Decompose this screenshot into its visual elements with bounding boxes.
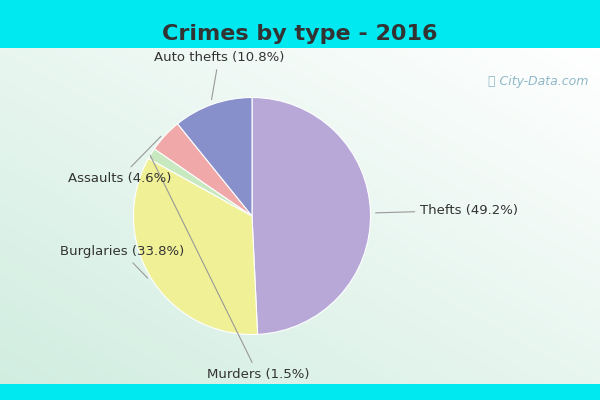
Text: Crimes by type - 2016: Crimes by type - 2016 bbox=[162, 24, 438, 44]
Wedge shape bbox=[154, 124, 252, 216]
Text: Murders (1.5%): Murders (1.5%) bbox=[150, 155, 309, 381]
Text: Thefts (49.2%): Thefts (49.2%) bbox=[376, 204, 518, 216]
Text: ⓘ City-Data.com: ⓘ City-Data.com bbox=[488, 75, 588, 88]
Text: Burglaries (33.8%): Burglaries (33.8%) bbox=[60, 245, 184, 278]
Text: Auto thefts (10.8%): Auto thefts (10.8%) bbox=[154, 51, 284, 100]
Wedge shape bbox=[178, 98, 252, 216]
Wedge shape bbox=[133, 158, 257, 334]
Wedge shape bbox=[252, 98, 371, 334]
Wedge shape bbox=[148, 149, 252, 216]
Text: Assaults (4.6%): Assaults (4.6%) bbox=[68, 136, 172, 184]
